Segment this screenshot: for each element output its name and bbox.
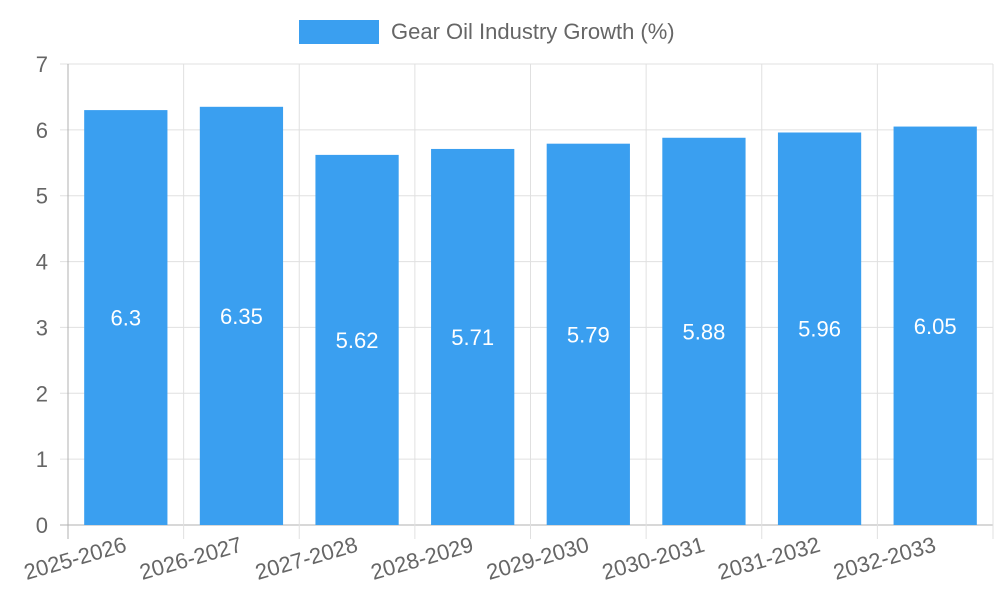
data-label-2029-2030: 5.79 xyxy=(567,322,610,347)
x-tick-label-2031-2032: 2031-2032 xyxy=(715,532,823,585)
data-label-2026-2027: 6.35 xyxy=(220,304,263,329)
y-tick-label: 6 xyxy=(36,118,48,143)
bar-2026-2027[interactable] xyxy=(199,106,284,526)
y-axis-ticks: 0 1 2 3 4 5 6 7 xyxy=(36,52,48,538)
data-label-2025-2026: 6.3 xyxy=(111,306,142,331)
bar-2027-2028[interactable] xyxy=(315,154,399,525)
x-tick-label-2026-2027: 2026-2027 xyxy=(137,532,245,585)
y-tick-label: 0 xyxy=(36,513,48,538)
data-labels: 6.3 6.35 5.62 5.71 5.79 5.88 5.96 6.05 xyxy=(111,304,957,353)
x-axis-ticks: 2025-2026 2026-2027 2027-2028 2028-2029 2029… xyxy=(21,532,938,585)
x-tick-label-2032-2033: 2032-2033 xyxy=(831,532,939,585)
bar-2028-2029[interactable] xyxy=(431,148,515,525)
y-tick-label: 2 xyxy=(36,381,48,406)
legend-swatch xyxy=(299,20,379,44)
y-tick-label: 5 xyxy=(36,184,48,209)
bar-2031-2032[interactable] xyxy=(777,132,862,525)
legend[interactable]: Gear Oil Industry Growth (%) xyxy=(299,19,675,44)
bar-2025-2026[interactable] xyxy=(84,110,168,525)
data-label-2028-2029: 5.71 xyxy=(451,325,494,350)
bar-2032-2033[interactable] xyxy=(893,126,977,526)
data-label-2032-2033: 6.05 xyxy=(914,314,957,339)
x-tick-label-2030-2031: 2030-2031 xyxy=(599,532,707,585)
y-tick-label: 7 xyxy=(36,52,48,77)
y-tick-label: 4 xyxy=(36,250,48,275)
bar-2029-2030[interactable] xyxy=(546,143,630,526)
x-tick-label-2028-2029: 2028-2029 xyxy=(368,532,476,585)
y-tick-label: 1 xyxy=(36,447,48,472)
x-tick-label-2029-2030: 2029-2030 xyxy=(484,532,592,585)
x-tick-label-2025-2026: 2025-2026 xyxy=(21,532,129,585)
bar-2030-2031[interactable] xyxy=(662,137,746,525)
data-label-2031-2032: 5.96 xyxy=(798,317,841,342)
y-tick-label: 3 xyxy=(36,315,48,340)
legend-label: Gear Oil Industry Growth (%) xyxy=(391,19,675,44)
data-label-2027-2028: 5.62 xyxy=(336,328,379,353)
bars xyxy=(84,106,977,526)
x-tick-label-2027-2028: 2027-2028 xyxy=(252,532,360,585)
data-label-2030-2031: 5.88 xyxy=(683,319,726,344)
